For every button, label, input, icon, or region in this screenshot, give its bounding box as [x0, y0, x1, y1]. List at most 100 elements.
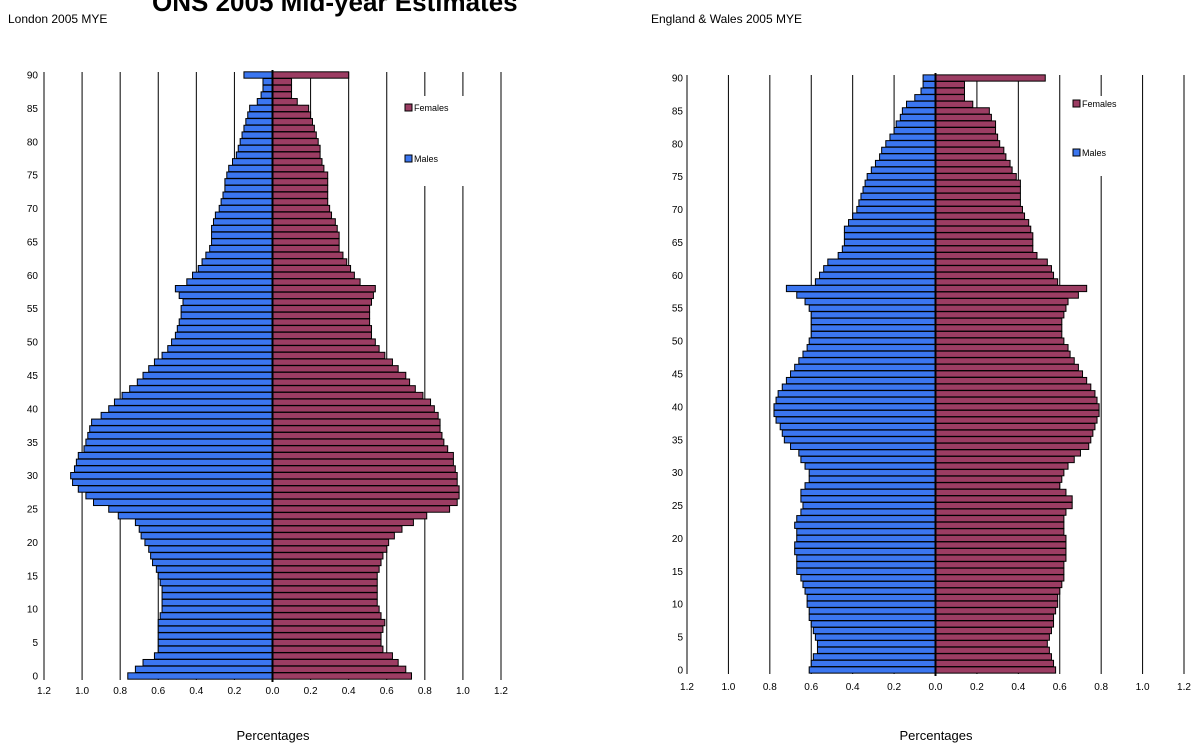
female-bar: [272, 398, 432, 406]
female-bar: [272, 558, 382, 567]
male-bar: [235, 151, 273, 159]
london-subtitle: London 2005 MYE: [8, 12, 108, 26]
male-bar: [802, 580, 937, 589]
female-bar: [935, 567, 1065, 575]
y-tick-label: 55: [27, 304, 39, 315]
female-bar: [935, 640, 1048, 648]
male-bar: [161, 598, 273, 607]
male-bar: [247, 111, 273, 119]
female-bar: [935, 74, 1046, 82]
female-bar: [272, 278, 361, 286]
female-bar: [272, 251, 344, 259]
male-bar: [211, 231, 273, 239]
female-bar: [935, 534, 1067, 543]
chart-panel-0: 0 5 10 15 20 25 30 35 40 45 50 55 60 65 70 75 80 85 90 1.2 1…: [27, 70, 508, 743]
female-bar: [272, 124, 315, 133]
x-tick-label: 1.2: [1177, 682, 1191, 693]
female-bar: [935, 409, 1100, 418]
legend-swatch-females: [1072, 99, 1081, 108]
legend-swatch-females: [404, 103, 413, 112]
female-bar: [935, 442, 1090, 450]
male-bar: [232, 158, 273, 166]
male-bar: [243, 71, 273, 79]
female-bar: [935, 475, 1063, 483]
chart-panel-1: 0 5 10 15 20 25 30 35 40 45 50 55 60 65 70 75 80 85 90 1.2 1…: [672, 73, 1191, 743]
male-bar: [796, 528, 936, 536]
female-bar: [935, 344, 1069, 352]
x-axis-label: Percentages: [900, 728, 973, 743]
male-bar: [806, 344, 936, 352]
female-bar: [272, 411, 439, 420]
female-bar: [272, 385, 416, 393]
x-tick-label: 0.0: [266, 686, 280, 697]
male-bar: [906, 100, 937, 108]
female-bar: [272, 178, 329, 186]
male-bar: [197, 264, 273, 273]
male-bar: [136, 378, 273, 386]
female-bar: [272, 431, 443, 440]
y-tick-label: 45: [672, 370, 684, 381]
x-tick-label: 0.2: [304, 686, 318, 697]
male-bar: [159, 578, 273, 587]
female-bar: [272, 545, 388, 553]
male-bar: [843, 238, 937, 247]
male-bar: [922, 80, 937, 89]
female-bar: [272, 198, 329, 206]
female-bar: [272, 652, 393, 660]
female-bar: [935, 363, 1079, 372]
y-tick-label: 25: [27, 505, 39, 516]
male-bar: [823, 265, 936, 273]
y-tick-label: 30: [672, 468, 684, 479]
male-bar: [843, 232, 937, 240]
female-bar: [935, 607, 1057, 615]
male-bar: [796, 554, 936, 562]
y-tick-label: 25: [672, 501, 684, 512]
y-tick-label: 10: [27, 605, 39, 616]
y-tick-label: 10: [672, 600, 684, 611]
male-bar: [816, 640, 937, 648]
female-bar: [935, 528, 1065, 536]
y-tick-label: 65: [672, 238, 684, 249]
x-tick-label: 0.4: [189, 686, 203, 697]
female-bar: [935, 646, 1050, 654]
male-bar: [798, 357, 937, 365]
female-bar: [272, 425, 441, 433]
male-bar: [841, 245, 936, 253]
y-tick-label: 40: [672, 402, 684, 413]
male-bar: [157, 645, 273, 653]
male-bar: [800, 495, 936, 503]
female-bar: [272, 224, 338, 233]
male-bar: [226, 171, 274, 179]
x-tick-label: 0.6: [380, 686, 394, 697]
female-bar: [272, 331, 373, 340]
england-wales-subtitle: England & Wales 2005 MYE: [651, 12, 802, 26]
x-tick-label: 0.2: [970, 682, 984, 693]
female-bar: [272, 158, 323, 166]
female-bar: [272, 231, 340, 239]
male-bar: [157, 618, 273, 627]
male-bar: [134, 518, 273, 527]
male-bar: [794, 363, 937, 372]
male-bar: [794, 521, 937, 529]
y-tick-label: 20: [672, 534, 684, 545]
female-bar: [272, 131, 317, 139]
female-bar: [935, 666, 1057, 674]
female-bar: [272, 672, 413, 680]
female-bar: [272, 532, 395, 540]
female-bar: [935, 337, 1065, 345]
male-bar: [218, 204, 273, 213]
male-bar: [781, 383, 937, 391]
female-bar: [272, 498, 458, 507]
male-bar: [796, 561, 936, 569]
male-bar: [808, 607, 936, 615]
female-bar: [272, 605, 380, 613]
male-bar: [843, 225, 937, 233]
male-bar: [144, 538, 274, 547]
x-tick-label: 0.6: [1053, 682, 1067, 693]
x-tick-label: 0.8: [763, 682, 777, 693]
male-bar: [91, 418, 273, 426]
male-bar: [192, 271, 273, 280]
female-bar: [935, 153, 1007, 161]
female-bar: [272, 358, 393, 366]
x-tick-label: 1.0: [1136, 682, 1150, 693]
